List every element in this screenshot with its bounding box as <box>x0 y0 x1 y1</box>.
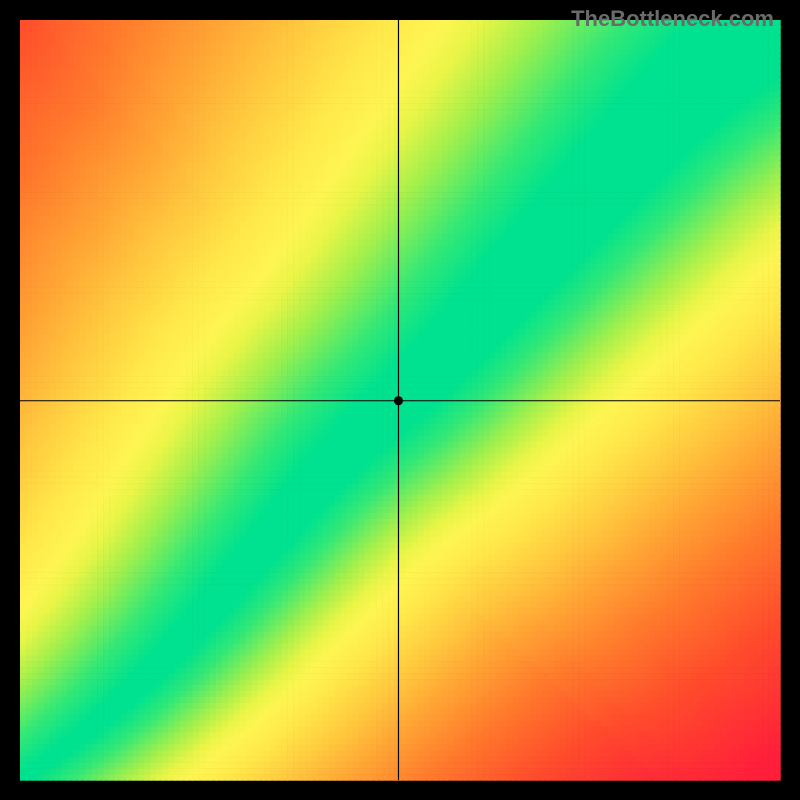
heatmap-canvas <box>0 0 800 800</box>
chart-container: TheBottleneck.com <box>0 0 800 800</box>
watermark-text: TheBottleneck.com <box>571 6 774 32</box>
